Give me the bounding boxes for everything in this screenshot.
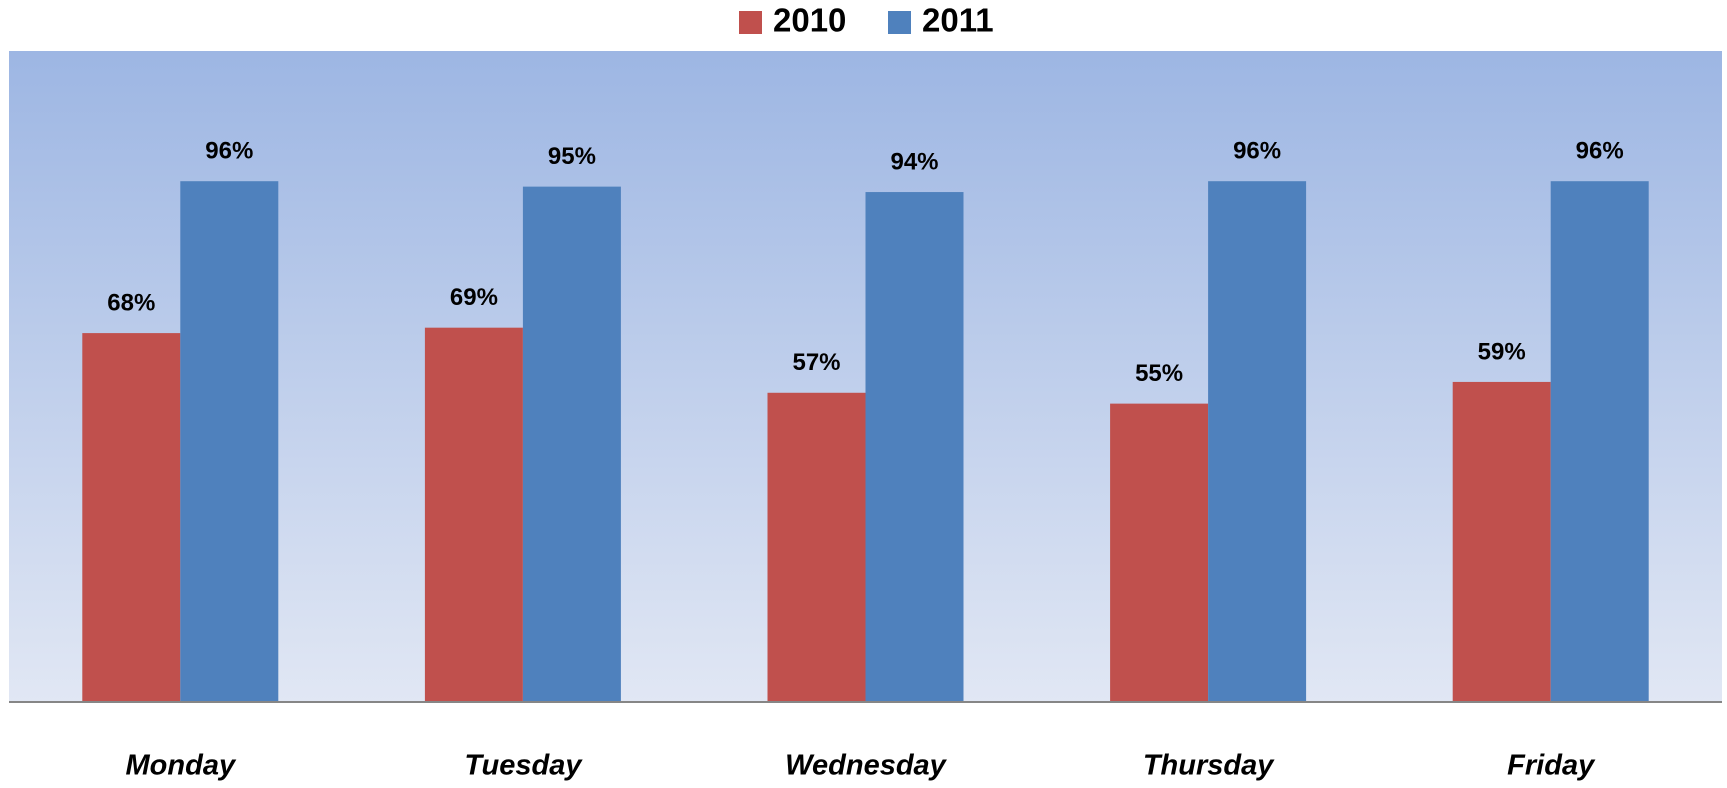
data-label: 96% [205, 138, 253, 165]
x-tick-label: Friday [1507, 750, 1596, 782]
legend-label: 2011 [922, 2, 994, 39]
data-label: 95% [548, 143, 596, 170]
data-label: 55% [1135, 360, 1183, 387]
data-label: 68% [107, 289, 155, 316]
x-tick-label: Wednesday [785, 750, 948, 782]
bar [1110, 403, 1209, 702]
x-tick-label: Monday [126, 750, 237, 782]
data-label: 59% [1478, 338, 1526, 365]
data-label: 57% [792, 349, 840, 376]
legend-swatch [888, 11, 911, 34]
bar [767, 392, 866, 702]
bar [522, 186, 621, 702]
bar [865, 192, 964, 703]
bar [424, 327, 523, 702]
bar [1452, 381, 1551, 702]
bar [1208, 181, 1307, 702]
data-label: 96% [1233, 138, 1281, 165]
legend-label: 2010 [773, 2, 846, 39]
legend-swatch [739, 11, 762, 34]
x-tick-label: Thursday [1143, 750, 1275, 782]
x-tick-label: Tuesday [464, 750, 583, 782]
bar [1550, 181, 1649, 702]
data-label: 94% [890, 148, 938, 175]
bar [82, 333, 181, 702]
bar [180, 181, 279, 702]
data-label: 96% [1576, 138, 1624, 165]
data-label: 69% [450, 284, 498, 311]
